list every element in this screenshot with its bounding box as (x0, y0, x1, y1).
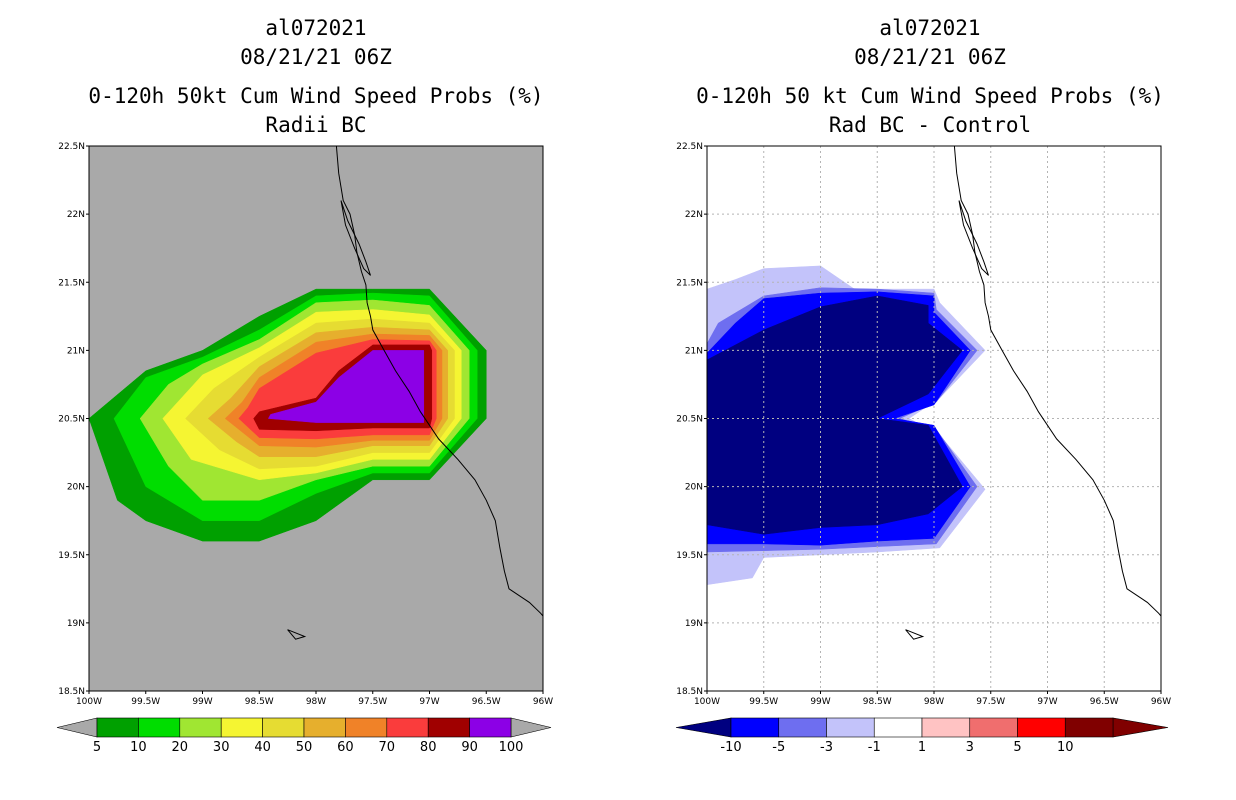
right-y-tick-label: 20.5N (676, 415, 703, 425)
left-title: 0-120h 50kt Cum Wind Speed Probs (%) (88, 84, 544, 108)
right-y-tick-label: 21N (685, 346, 703, 356)
left-x-tick-label: 99W (192, 697, 212, 707)
left-x-tick-label: 100W (76, 697, 102, 707)
right-y-tick-label: 22N (685, 210, 703, 220)
left-laguna-outline (340, 200, 371, 276)
right-panel-titles: al072021 08/21/21 06Z 0-120h 50 kt Cum W… (630, 14, 1230, 140)
left-contour-band-ge-90 (267, 350, 425, 423)
right-colorbar-cell (826, 717, 875, 738)
right-colorbar-low-arrow (675, 717, 732, 738)
left-y-tick-label: 21N (67, 346, 85, 356)
right-y-tick-label: 21.5N (676, 278, 703, 288)
left-x-tick-label: 98W (306, 697, 326, 707)
left-colorbar-cell (386, 717, 429, 738)
left-x-tick-label: 97W (419, 697, 439, 707)
right-x-tick-label: 96W (1151, 697, 1171, 707)
right-x-tick-label: 97.5W (976, 697, 1005, 707)
left-colorbar-label: 5 (93, 740, 101, 755)
left-colorbar-label: 90 (461, 740, 478, 755)
left-colorbar-cell (96, 717, 139, 738)
right-x-tick-label: 97W (1037, 697, 1057, 707)
left-colorbar-cell (345, 717, 388, 738)
left-colorbar-cell (220, 717, 263, 738)
left-x-tick-label: 96W (533, 697, 553, 707)
right-coastline (953, 146, 1161, 617)
left-x-tick-label: 97.5W (358, 697, 387, 707)
left-y-tick-label: 20N (67, 483, 85, 493)
right-x-tick-label: 99W (810, 697, 830, 707)
right-x-tick-label: 98.5W (863, 697, 892, 707)
right-colorbar-label: -3 (820, 740, 833, 755)
right-y-tick-label: 19N (685, 619, 703, 629)
left-y-tick-label: 19N (67, 619, 85, 629)
right-colorbar-high-arrow (1112, 717, 1169, 738)
right-colorbar-cell (873, 717, 923, 738)
left-colorbar-high-arrow (510, 717, 552, 738)
left-colorbar-label: 40 (254, 740, 271, 755)
left-colorbar-label: 10 (130, 740, 147, 755)
right-y-tick-label: 18.5N (676, 687, 703, 697)
left-colorbar-label: 100 (499, 740, 524, 755)
left-colorbar-cell (469, 717, 512, 738)
left-y-tick-label: 22.5N (58, 142, 85, 152)
left-island-outline (287, 629, 307, 640)
right-colorbar-cell (1064, 717, 1114, 738)
right-colorbar-cell (778, 717, 827, 738)
right-colorbar-label: 10 (1057, 740, 1074, 755)
left-datetime: 08/21/21 06Z (240, 45, 392, 69)
left-y-tick-label: 21.5N (58, 278, 85, 288)
right-colorbar-cell (1017, 717, 1066, 738)
right-colorbar-cell (969, 717, 1018, 738)
right-datetime: 08/21/21 06Z (854, 45, 1006, 69)
right-island-outline (905, 629, 925, 640)
left-y-tick-label: 20.5N (58, 415, 85, 425)
left-colorbar-cell (303, 717, 346, 738)
right-x-tick-label: 98W (924, 697, 944, 707)
left-coastline (335, 146, 543, 617)
right-colorbar-label: 5 (1013, 740, 1021, 755)
left-colorbar-label: 30 (213, 740, 230, 755)
right-colorbar-label: -1 (868, 740, 881, 755)
right-colorbar-cell (730, 717, 780, 738)
right-y-tick-label: 19.5N (676, 551, 703, 561)
right-laguna-outline (958, 200, 989, 276)
right-title: 0-120h 50 kt Cum Wind Speed Probs (%) (696, 84, 1164, 108)
left-panel-titles: al072021 08/21/21 06Z 0-120h 50kt Cum Wi… (16, 14, 616, 140)
right-storm-id: al072021 (879, 16, 981, 40)
right-colorbar-label: -10 (720, 740, 741, 755)
right-y-tick-label: 22.5N (676, 142, 703, 152)
right-subtitle: Rad BC - Control (828, 113, 1032, 137)
left-x-tick-label: 99.5W (131, 697, 160, 707)
right-colorbar-label: -5 (772, 740, 785, 755)
right-x-tick-label: 99.5W (749, 697, 778, 707)
left-colorbar-label: 60 (337, 740, 354, 755)
left-colorbar-label: 50 (296, 740, 313, 755)
left-colorbar-low-arrow (56, 717, 98, 738)
right-colorbar-label: 1 (918, 740, 926, 755)
left-y-tick-label: 18.5N (58, 687, 85, 697)
right-x-tick-label: 100W (694, 697, 720, 707)
left-colorbar-label: 70 (379, 740, 396, 755)
left-x-tick-label: 98.5W (245, 697, 274, 707)
right-y-tick-label: 20N (685, 483, 703, 493)
left-y-tick-label: 22N (67, 210, 85, 220)
right-x-tick-label: 96.5W (1090, 697, 1119, 707)
left-storm-id: al072021 (265, 16, 367, 40)
left-colorbar-cell (179, 717, 222, 738)
right-colorbar-label: 3 (966, 740, 974, 755)
left-colorbar-label: 20 (172, 740, 189, 755)
left-colorbar-cell (427, 717, 470, 738)
left-x-tick-label: 96.5W (472, 697, 501, 707)
left-colorbar-label: 80 (420, 740, 437, 755)
left-colorbar-cell (138, 717, 181, 738)
left-colorbar-cell (262, 717, 305, 738)
left-y-tick-label: 19.5N (58, 551, 85, 561)
right-colorbar-cell (921, 717, 971, 738)
left-subtitle: Radii BC (265, 113, 367, 137)
